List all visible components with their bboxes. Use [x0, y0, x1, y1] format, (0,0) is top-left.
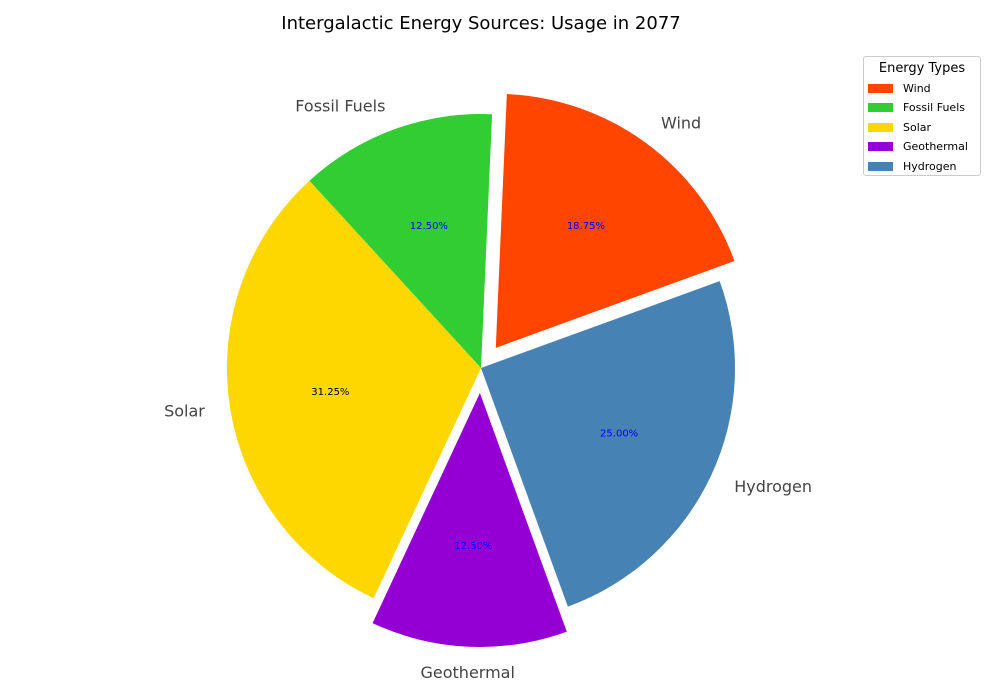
pie-slice-wind — [495, 94, 735, 348]
percent-labels: 18.75% 12.50% 31.25% 12.50% 25.00% — [311, 221, 638, 552]
category-label-solar: Solar — [164, 402, 205, 421]
legend-item-solar: Solar — [868, 118, 931, 136]
category-label-wind: Wind — [661, 114, 701, 133]
pie-slice-geothermal — [372, 392, 567, 647]
legend-swatch-hydrogen — [868, 161, 893, 171]
legend-item-fossil-fuels: Fossil Fuels — [868, 99, 965, 117]
percent-label-geothermal: 12.50% — [454, 541, 492, 552]
legend-item-geothermal: Geothermal — [868, 138, 968, 156]
category-label-hydrogen: Hydrogen — [734, 477, 812, 496]
pie-slices — [227, 94, 735, 647]
category-label-fossil-fuels: Fossil Fuels — [295, 96, 385, 115]
legend-swatch-solar — [868, 122, 893, 132]
legend-label-solar: Solar — [903, 120, 932, 134]
legend-label-hydrogen: Hydrogen — [903, 159, 957, 173]
category-labels: Wind Fossil Fuels Solar Geothermal Hydrogen — [164, 96, 812, 682]
legend-swatch-fossil-fuels — [868, 103, 893, 112]
legend-swatch-geothermal — [868, 142, 893, 151]
pie-slice-solar — [227, 180, 481, 599]
pie-slice-hydrogen — [481, 281, 735, 607]
legend-swatch-wind — [868, 83, 893, 93]
legend-item-hydrogen: Hydrogen — [868, 157, 957, 175]
pie-slice-fossil-fuels — [309, 114, 493, 368]
legend-label-wind: Wind — [903, 81, 931, 95]
legend-item-wind: Wind — [868, 79, 931, 97]
legend-label-geothermal: Geothermal — [903, 140, 968, 153]
percent-label-fossil-fuels: 12.50% — [410, 221, 448, 232]
percent-label-solar: 31.25% — [311, 387, 349, 398]
legend-label-fossil-fuels: Fossil Fuels — [903, 101, 965, 114]
category-label-geothermal: Geothermal — [421, 663, 515, 682]
percent-label-hydrogen: 25.00% — [600, 428, 638, 439]
legend: Energy Types Wind Fossil Fuels Solar Geothe… — [863, 56, 981, 176]
percent-label-wind: 18.75% — [567, 221, 605, 232]
legend-title: Energy Types — [878, 61, 966, 76]
chart-title: Intergalactic Energy Sources: Usage in 2… — [281, 13, 680, 34]
